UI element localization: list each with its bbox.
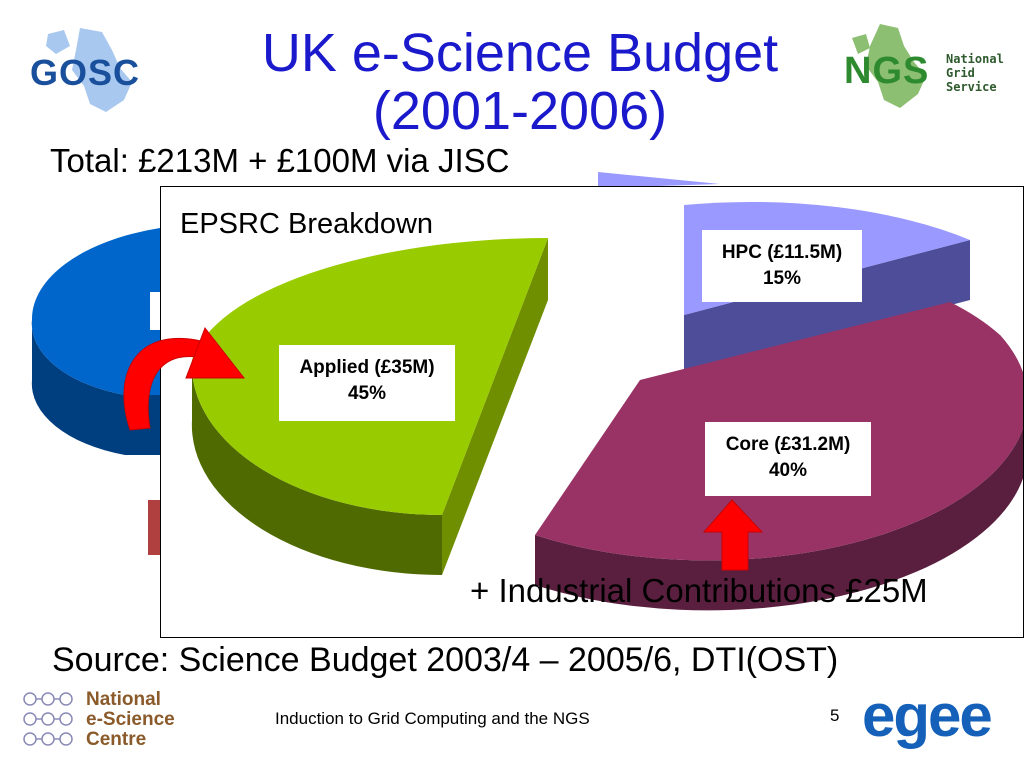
pie-label-hpc-percent: 15% [762,268,802,289]
pie-label-hpc-name: HPC (£11.5M) [721,242,843,263]
background-pie-lavender [598,172,720,188]
egee-logo: egee [862,682,993,749]
pie-slice-applied-cut [442,238,548,575]
ngs-logo-line1: National [946,52,1004,66]
pie-slice-core-side [535,335,1023,611]
pie-label-applied: Applied (£35M) 45% [279,345,455,421]
up-arrow [702,499,764,571]
pie-label-hpc: HPC (£11.5M) 15% [702,230,862,302]
ngs-logo-line3: Service [946,80,997,94]
pie-label-core-name: Core (£31.2M) [725,434,851,455]
nesc-logo-line3: Centre [86,729,147,750]
source-text: Source: Science Budget 2003/4 – 2005/6, … [52,641,839,679]
curved-arrow-head [185,326,246,379]
total-value: Total: £213M [50,142,239,179]
page-number: 5 [830,706,840,725]
industrial-contributions-text: + Industrial Contributions £25M [470,572,928,609]
nesc-logo-line2: e-Science [86,709,175,730]
pie-label-applied-percent: 45% [347,383,387,404]
background-pie-tab [150,292,160,330]
gosc-logo-text: GOSC [30,52,141,93]
gosc-logo: GOSC [20,20,150,120]
pie-label-applied-name: Applied (£35M) [299,357,435,378]
ngs-logo: NGS National Grid Service [840,18,1010,118]
pie-slice-hpc-side [684,240,970,375]
slide-title-line2: (2001-2006) [372,81,668,141]
nesc-logo: National e-Science Centre [20,690,190,752]
pie-slice-applied-side [191,360,442,575]
footer-text: Induction to Grid Computing and the NGS [275,709,590,728]
slide-title-line1: UK e-Science Budget [261,23,779,83]
chart-title: EPSRC Breakdown [180,208,434,240]
pie-label-core: Core (£31.2M) 40% [705,422,871,496]
background-pie-blue-top [31,228,160,395]
total-extra: + £100M via JISC [248,142,510,179]
ngs-logo-initials: NGS [844,50,930,92]
background-pie-red-edge [148,500,160,555]
total-text: Total: £213M + £100M via JISC [50,142,510,180]
nesc-logo-line1: National [86,689,161,710]
pie-label-core-percent: 40% [768,460,808,481]
ngs-logo-line2: Grid [946,66,975,80]
slide-title: UK e-Science Budget (2001-2006) [150,24,890,140]
